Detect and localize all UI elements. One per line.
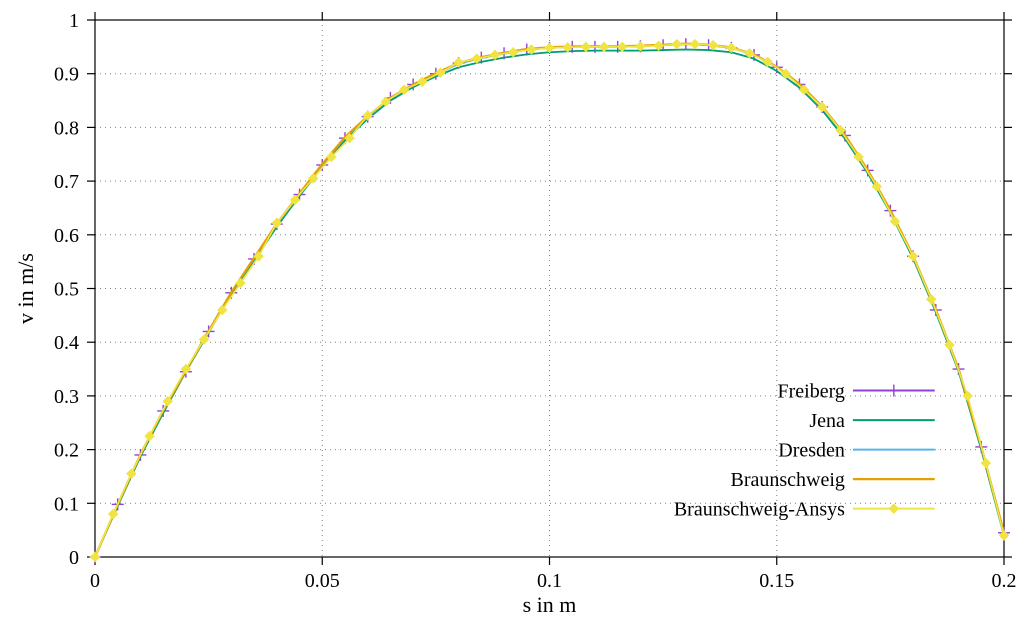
x-tick-label: 0.1 bbox=[537, 570, 562, 592]
x-tick-label: 0.05 bbox=[305, 570, 340, 592]
y-axis-label: v in m/s bbox=[13, 253, 38, 324]
y-tick-label: 0.2 bbox=[54, 440, 79, 462]
chart-canvas: 0 0.05 0.1 0.15 0.2 0 0.1 0.2 0.3 0.4 0.5 0.6 0.7 0.8… bbox=[0, 0, 1024, 627]
velocity-profile-chart: 0 0.05 0.1 0.15 0.2 0 0.1 0.2 0.3 0.4 0.5 0.6 0.7 0.8… bbox=[0, 0, 1024, 627]
y-tick-label: 0.6 bbox=[54, 225, 79, 247]
x-tick-label: 0.15 bbox=[759, 570, 794, 592]
legend-label: Jena bbox=[809, 410, 845, 432]
x-axis-label: s in m bbox=[523, 592, 577, 617]
y-tick-label: 0 bbox=[69, 547, 79, 569]
legend-label: Freiberg bbox=[778, 381, 845, 403]
y-tick-label: 0.7 bbox=[54, 171, 79, 193]
legend-label: Dresden bbox=[778, 440, 845, 462]
y-tick-label: 0.3 bbox=[54, 386, 79, 408]
y-tick-label: 0.5 bbox=[54, 279, 79, 301]
x-tick-label: 0.2 bbox=[992, 570, 1017, 592]
y-tick-label: 0.9 bbox=[54, 64, 79, 86]
legend-label: Braunschweig-Ansys bbox=[674, 499, 845, 521]
x-tick-label: 0 bbox=[90, 570, 100, 592]
y-tick-label: 0.4 bbox=[54, 332, 79, 354]
y-tick-label: 0.1 bbox=[54, 493, 79, 515]
legend-label: Braunschweig bbox=[731, 469, 845, 491]
y-tick-label: 1 bbox=[69, 10, 79, 32]
y-tick-label: 0.8 bbox=[54, 117, 79, 139]
